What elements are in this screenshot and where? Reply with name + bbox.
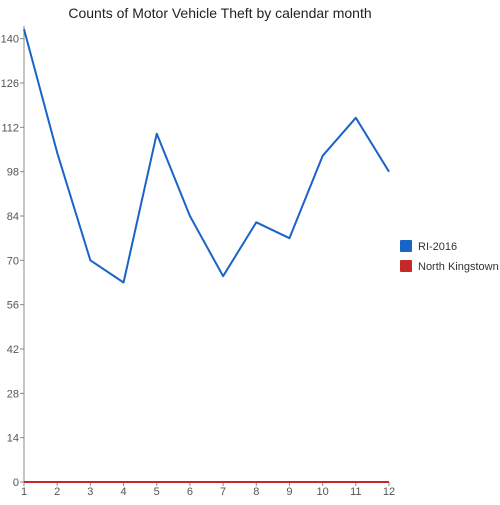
data-point — [23, 28, 25, 30]
data-point — [322, 481, 324, 483]
series-layer — [23, 28, 390, 483]
y-tick-label: 28 — [7, 388, 19, 400]
data-point — [255, 221, 257, 223]
data-point — [355, 117, 357, 119]
y-tick-label: 84 — [7, 211, 19, 223]
x-tick-label: 5 — [154, 486, 160, 498]
y-tick-label: 98 — [7, 167, 19, 179]
x-tick-label: 11 — [350, 486, 361, 498]
data-point — [89, 481, 91, 483]
y-tick-label: 14 — [7, 433, 19, 445]
data-point — [322, 155, 324, 157]
x-tick-label: 10 — [317, 486, 329, 498]
y-axis-ticks: 0 14 28 42 56 70 84 98 112 126 140 — [1, 34, 24, 489]
data-point — [23, 481, 25, 483]
y-tick-label: 42 — [7, 344, 19, 356]
x-tick-label: 6 — [187, 486, 193, 498]
y-tick-label: 0 — [13, 477, 19, 489]
x-tick-label: 2 — [54, 486, 60, 498]
data-point — [189, 481, 191, 483]
x-tick-label: 3 — [87, 486, 93, 498]
data-point — [255, 481, 257, 483]
x-tick-label: 12 — [383, 486, 395, 498]
x-axis-ticks: 1 2 3 4 5 6 7 8 9 10 11 12 — [21, 482, 395, 498]
legend-swatch — [400, 240, 412, 252]
y-tick-label: 70 — [7, 255, 19, 267]
data-point — [355, 481, 357, 483]
legend-label: North Kingstown — [418, 261, 499, 273]
legend-swatch — [400, 260, 412, 272]
data-point — [156, 481, 158, 483]
data-point — [222, 275, 224, 277]
data-point — [123, 481, 125, 483]
x-tick-label: 4 — [120, 486, 126, 498]
data-point — [156, 133, 158, 135]
legend: RI-2016 North Kingstown — [400, 240, 499, 273]
data-point — [388, 481, 390, 483]
data-point — [123, 282, 125, 284]
x-tick-label: 7 — [220, 486, 226, 498]
y-tick-label: 112 — [1, 122, 19, 134]
axes — [23, 26, 389, 483]
x-tick-label: 9 — [286, 486, 292, 498]
x-tick-label: 1 — [21, 486, 27, 498]
series-line-0 — [23, 28, 390, 284]
data-point — [189, 215, 191, 217]
x-tick-label: 8 — [253, 486, 259, 498]
data-point — [56, 481, 58, 483]
data-point — [89, 259, 91, 261]
y-tick-label: 126 — [1, 78, 19, 90]
legend-label: RI-2016 — [418, 241, 457, 253]
data-point — [288, 237, 290, 239]
chart-title: Counts of Motor Vehicle Theft by calenda… — [68, 5, 371, 21]
data-point — [388, 171, 390, 173]
data-point — [56, 152, 58, 154]
y-tick-label: 56 — [7, 300, 19, 312]
data-point — [288, 481, 290, 483]
data-point — [222, 481, 224, 483]
y-tick-label: 140 — [1, 34, 19, 46]
